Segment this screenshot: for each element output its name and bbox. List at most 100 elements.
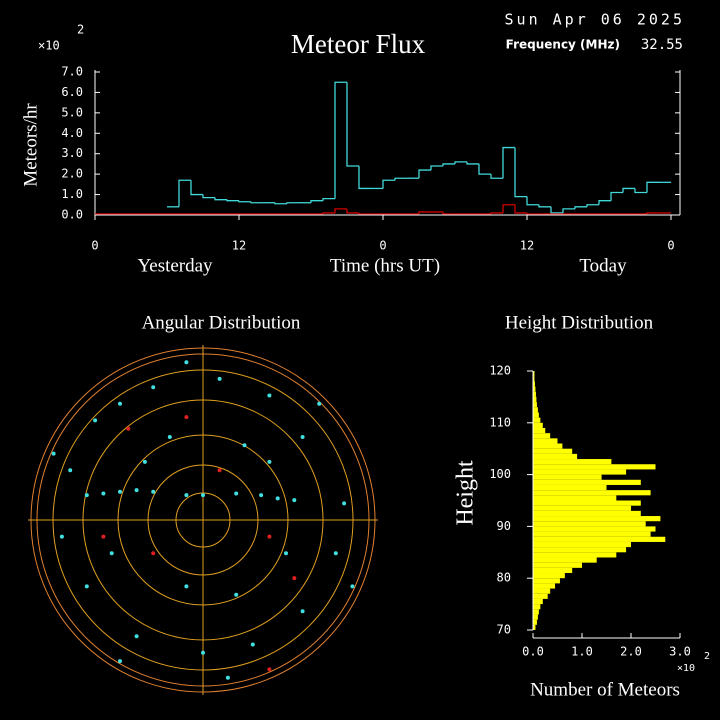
flux-step	[286, 202, 299, 204]
y-tick-label: 70	[497, 623, 511, 637]
flux-step	[238, 200, 251, 203]
flux-step	[634, 188, 647, 194]
meteor-dot	[68, 468, 73, 473]
flux-step	[514, 147, 527, 198]
height-bar	[533, 427, 546, 434]
meteor-dot	[184, 493, 189, 498]
height-bar	[533, 598, 543, 605]
meteor-dot	[151, 385, 156, 390]
flux-step	[394, 177, 407, 181]
meteor-dot	[84, 584, 89, 589]
meteor-dot	[267, 393, 272, 398]
meteor-dot	[275, 496, 280, 501]
meteor-dot	[300, 609, 305, 614]
meteor-dot	[51, 451, 56, 456]
y-tick-label: 4.0	[61, 126, 83, 140]
height-bar	[533, 453, 578, 460]
multiplier-exp: 2	[77, 23, 84, 37]
y-tick-label: 7.0	[61, 65, 83, 79]
flux-step	[418, 211, 431, 214]
flux-step	[334, 81, 347, 199]
meteor-dot	[333, 551, 338, 556]
x-tick-label: 2.0	[620, 645, 642, 659]
height-bar	[533, 448, 573, 454]
meteor-dot	[292, 498, 297, 503]
meteor-dot	[250, 642, 255, 647]
meteor-dot	[184, 415, 189, 420]
height-bar	[533, 474, 602, 480]
count-axis-label: Number of Meteors	[530, 679, 680, 700]
x-tick-label: 0	[379, 239, 386, 253]
height-bar	[533, 604, 541, 610]
height-bar	[533, 443, 563, 449]
height-bar	[533, 516, 661, 522]
meteor-dot	[217, 376, 222, 381]
height-bar	[533, 619, 537, 625]
flux-step	[598, 200, 611, 205]
flux-step	[358, 212, 371, 215]
height-bar	[533, 464, 656, 470]
meteor-dot	[134, 634, 139, 639]
height-bar	[533, 552, 617, 558]
flux-step	[346, 82, 359, 167]
meteor-dot	[84, 493, 89, 498]
height-bar	[533, 376, 535, 382]
meteor-dot	[134, 488, 139, 493]
flux-step	[250, 201, 263, 204]
frequency: 32.55	[641, 37, 683, 53]
flux-step	[442, 211, 455, 215]
height-bar	[533, 422, 543, 428]
height-bar	[533, 459, 612, 465]
flux-step	[334, 208, 347, 213]
flux-step	[418, 169, 431, 179]
meteor-dot	[184, 584, 189, 589]
meteor-dot	[234, 491, 239, 496]
height-bar	[533, 417, 541, 423]
multiplier: ×10	[38, 39, 60, 53]
meteor-dot	[118, 489, 122, 494]
meteor-dot	[167, 435, 172, 439]
meteor-dot	[242, 443, 247, 448]
meteor-dot	[142, 459, 147, 464]
flux-step	[346, 208, 359, 214]
flux-step	[538, 204, 551, 208]
flux-step	[478, 163, 491, 175]
multiplier-exp: 2	[704, 651, 710, 662]
height-bar	[533, 391, 536, 397]
y-tick-label: 0.0	[61, 208, 83, 222]
x-tick-label: 0.0	[522, 645, 544, 659]
height-bar	[533, 609, 539, 615]
height-bar	[533, 562, 582, 568]
height-title: Height Distribution	[505, 312, 654, 333]
flux-step	[322, 198, 335, 201]
meteor-dot	[234, 592, 239, 597]
flux-step	[214, 197, 227, 201]
meteor-dot	[284, 551, 288, 556]
flux-step	[274, 202, 287, 205]
height-bar	[533, 484, 607, 491]
flux-step	[646, 181, 659, 193]
height-bar	[533, 381, 535, 387]
meteor-dot	[267, 459, 272, 464]
meteor-dot	[300, 435, 305, 439]
y-tick-label: 90	[497, 519, 511, 533]
flux-step	[574, 206, 587, 209]
flux-step	[562, 208, 575, 213]
height-bar	[533, 479, 641, 485]
y-tick-label: 80	[497, 571, 511, 585]
flux-step	[322, 212, 335, 214]
x-tick-label: 3.0	[669, 645, 691, 659]
meteor-dot	[201, 650, 205, 655]
date: Sun Apr 06 2025	[505, 11, 685, 29]
meteor-dot	[292, 576, 297, 581]
height-bar	[533, 557, 597, 563]
flux-step	[178, 179, 191, 207]
height-bar	[533, 588, 551, 594]
multiplier: ×10	[677, 663, 695, 674]
height-bar	[533, 396, 537, 403]
x-axis-label: Time (hrs UT)	[330, 255, 440, 276]
meteor-dot	[267, 534, 272, 539]
x-tick-label: 0	[667, 239, 674, 253]
